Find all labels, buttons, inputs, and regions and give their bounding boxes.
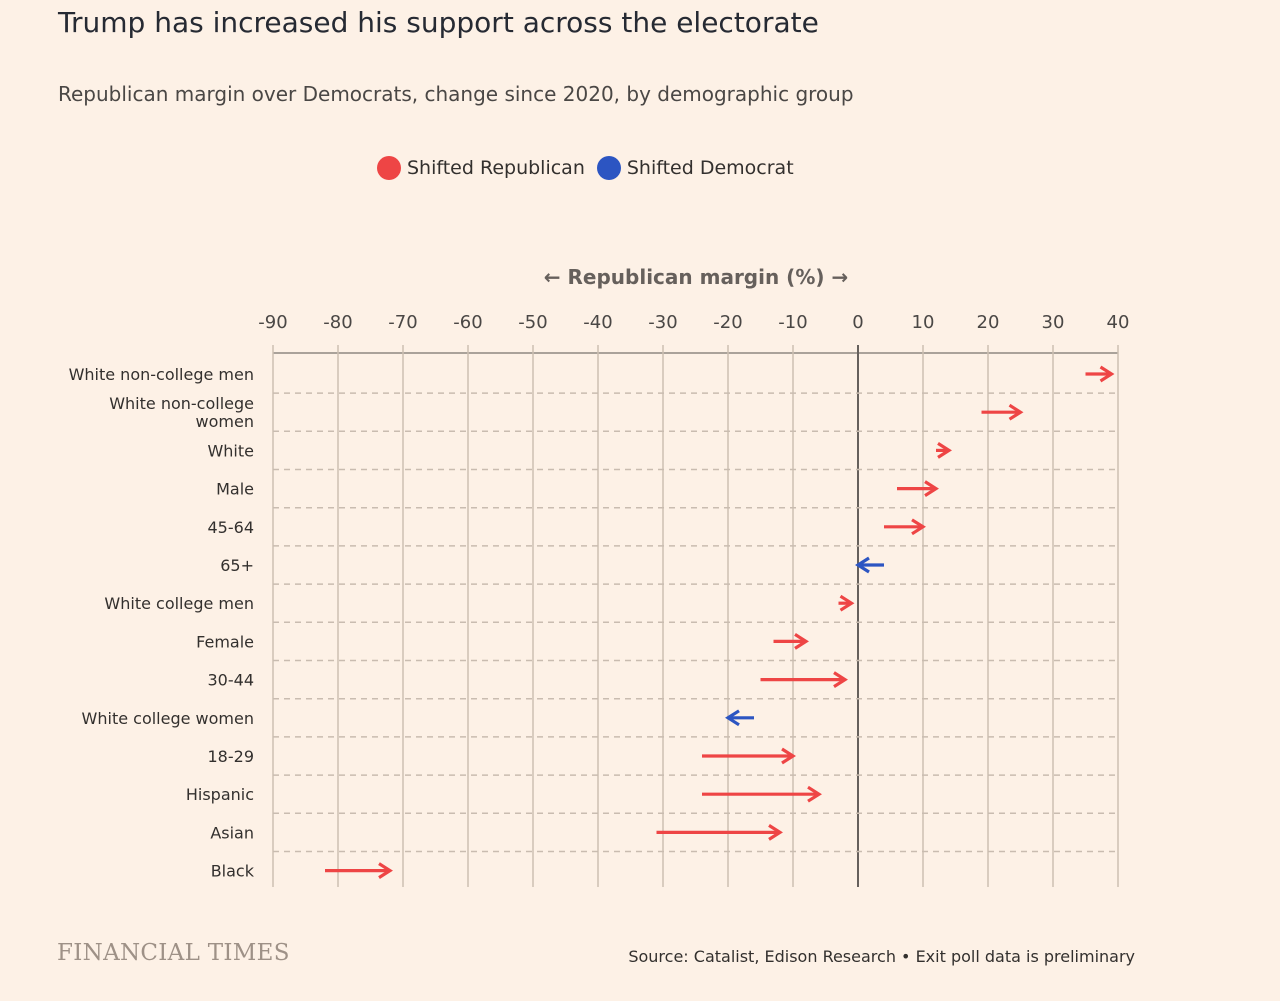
arrow-republican <box>656 824 783 841</box>
x-tick-label: -70 <box>388 312 417 333</box>
category-label: 30-44 <box>208 671 255 690</box>
arrow-democrat <box>725 709 754 727</box>
arrow-head <box>807 785 822 803</box>
arrow-head <box>794 633 809 650</box>
category-label-line: White non-college <box>109 394 254 413</box>
legend-item-republican: Shifted Republican <box>377 156 585 180</box>
x-tick-label: -20 <box>713 312 742 333</box>
x-tick-label: -50 <box>518 312 547 333</box>
arrow-head <box>937 442 952 459</box>
x-tick-label: 10 <box>912 312 935 333</box>
arrow-head <box>1099 365 1115 383</box>
category-label: White non-college men <box>69 365 254 384</box>
category-label: Black <box>211 862 255 881</box>
arrow-republican <box>884 518 926 536</box>
legend-item-democrat: Shifted Democrat <box>596 156 794 180</box>
chart-subtitle: Republican margin over Democrats, change… <box>58 82 854 106</box>
legend-label: Shifted Republican <box>407 157 585 179</box>
legend: Shifted Republican Shifted Democrat <box>377 156 806 180</box>
arrow-head <box>768 824 783 841</box>
x-tick-label: 20 <box>977 312 1000 333</box>
arrow-republican <box>773 633 809 650</box>
x-tick-label: -10 <box>778 312 807 333</box>
arrow-republican <box>760 671 848 688</box>
arrow-republican <box>897 480 939 497</box>
legend-swatch-republican <box>377 156 401 180</box>
arrow-republican <box>981 403 1024 421</box>
arrow-head <box>855 556 870 574</box>
category-label: Hispanic <box>186 785 254 804</box>
arrow-head <box>1008 403 1024 421</box>
arrow-republican <box>1085 365 1115 383</box>
arrow-head <box>781 747 796 765</box>
x-tick-label: 0 <box>852 312 863 333</box>
source-note: Source: Catalist, Edison Research • Exit… <box>628 947 1135 966</box>
arrow-republican <box>702 785 822 803</box>
x-tick-label: -40 <box>583 312 612 333</box>
category-label: 45-64 <box>208 518 255 537</box>
arrow-head <box>839 594 855 612</box>
category-label: Female <box>196 632 254 651</box>
category-label: Male <box>216 480 254 499</box>
category-label: Asian <box>210 823 254 842</box>
chart-title: Trump has increased his support across t… <box>58 6 819 39</box>
arrow-head <box>725 709 740 727</box>
x-tick-label: 40 <box>1107 312 1130 333</box>
arrow-republican <box>325 862 393 879</box>
x-axis-label: ← Republican margin (%) → <box>544 265 848 289</box>
x-tick-label: 30 <box>1042 312 1065 333</box>
x-tick-label: -80 <box>323 312 352 333</box>
category-label: White non-college women <box>109 394 254 431</box>
arrow-head <box>833 671 848 688</box>
ft-logo: FINANCIAL TIMES <box>57 940 290 966</box>
legend-label: Shifted Democrat <box>626 157 794 179</box>
x-tick-label: -90 <box>258 312 287 333</box>
arrow-head <box>924 480 939 497</box>
category-label: White <box>207 441 254 460</box>
arrow-head <box>911 518 926 536</box>
category-label: 18-29 <box>208 747 255 766</box>
arrow-head <box>378 862 393 879</box>
x-tick-label: -60 <box>453 312 482 333</box>
category-label: White college women <box>82 709 254 728</box>
arrow-republican <box>936 442 952 459</box>
x-tick-label: -30 <box>648 312 677 333</box>
arrow-republican <box>702 747 796 765</box>
arrow-republican <box>838 594 855 612</box>
legend-swatch-democrat <box>596 156 621 180</box>
category-label: 65+ <box>220 556 254 575</box>
category-label-line: women <box>196 412 254 431</box>
arrow-democrat <box>855 556 884 574</box>
category-label: White college men <box>104 594 254 613</box>
